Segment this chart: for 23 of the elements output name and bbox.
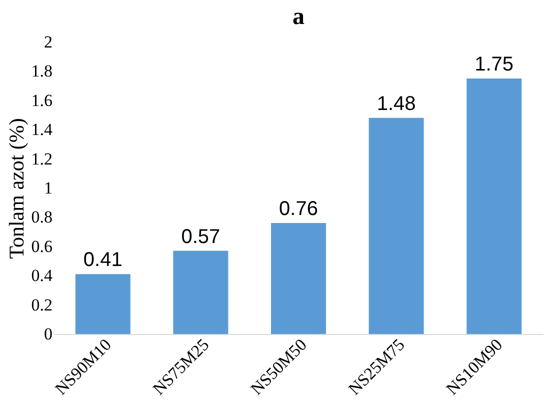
chart-title: a xyxy=(292,4,304,30)
bar xyxy=(466,78,522,334)
y-tick-label: 1 xyxy=(44,178,52,198)
y-tick-label: 1.4 xyxy=(31,120,53,140)
data-label: 1.75 xyxy=(474,54,514,76)
bar xyxy=(368,118,424,334)
data-label: 0.57 xyxy=(181,226,220,248)
bar xyxy=(75,274,130,334)
y-tick-label: 0.8 xyxy=(31,208,52,227)
y-tick-label: 0.2 xyxy=(31,295,52,314)
y-tick-label: 1.6 xyxy=(31,90,52,110)
data-label: 0.41 xyxy=(83,249,122,272)
y-tick-label: 0.6 xyxy=(31,236,52,256)
y-tick-label: 2 xyxy=(44,32,52,52)
y-axis-title: Tonlam azot (%) xyxy=(4,118,28,259)
bar xyxy=(271,223,326,334)
data-label: 1.48 xyxy=(376,92,416,115)
bar xyxy=(173,250,228,334)
y-tick-label: 0.4 xyxy=(31,266,53,286)
data-label: 0.76 xyxy=(279,198,318,220)
y-tick-label: 1.8 xyxy=(31,62,52,81)
y-tick-label: 0 xyxy=(44,324,52,344)
y-tick-label: 1.2 xyxy=(31,149,52,168)
